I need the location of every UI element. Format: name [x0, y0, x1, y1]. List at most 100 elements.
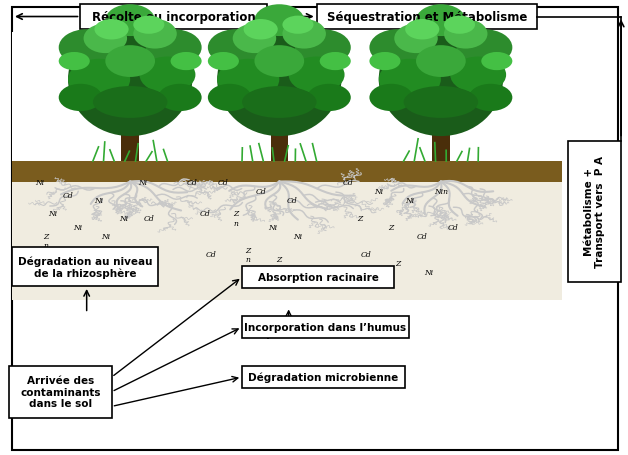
Ellipse shape — [416, 5, 466, 37]
Ellipse shape — [404, 87, 478, 119]
FancyBboxPatch shape — [242, 366, 405, 389]
Text: Z: Z — [357, 214, 363, 222]
Text: Métabolisme +
Transport vers  P A: Métabolisme + Transport vers P A — [584, 156, 605, 268]
Ellipse shape — [208, 53, 239, 71]
Ellipse shape — [146, 30, 202, 66]
FancyBboxPatch shape — [12, 162, 562, 182]
Ellipse shape — [242, 87, 317, 119]
Text: Z
n: Z n — [246, 246, 251, 263]
FancyBboxPatch shape — [271, 103, 288, 162]
Text: Ni: Ni — [107, 269, 116, 277]
FancyBboxPatch shape — [121, 103, 139, 162]
Ellipse shape — [289, 57, 345, 94]
FancyBboxPatch shape — [317, 5, 537, 30]
Ellipse shape — [379, 23, 503, 137]
Text: Z: Z — [389, 223, 394, 232]
Ellipse shape — [217, 23, 342, 137]
Ellipse shape — [283, 16, 313, 35]
Ellipse shape — [106, 5, 155, 37]
Ellipse shape — [68, 23, 192, 137]
Text: Ni: Ni — [82, 255, 91, 263]
FancyBboxPatch shape — [242, 266, 394, 289]
Text: Cd: Cd — [342, 178, 353, 186]
Ellipse shape — [158, 85, 202, 112]
Ellipse shape — [133, 16, 165, 35]
Ellipse shape — [481, 53, 512, 71]
Ellipse shape — [93, 87, 168, 119]
Ellipse shape — [283, 20, 326, 50]
Ellipse shape — [68, 60, 130, 101]
Text: Cd: Cd — [361, 251, 372, 259]
Text: Dégradation microbienne: Dégradation microbienne — [248, 372, 399, 383]
Text: Ni: Ni — [95, 196, 104, 204]
Ellipse shape — [58, 85, 102, 112]
Text: Dégradation au niveau
de la rhizosphère: Dégradation au niveau de la rhizosphère — [18, 256, 153, 278]
Text: Cd: Cd — [286, 196, 297, 204]
Ellipse shape — [244, 20, 278, 40]
Ellipse shape — [84, 25, 127, 54]
Text: Ni: Ni — [100, 233, 110, 241]
Ellipse shape — [133, 20, 176, 50]
Text: Ni: Ni — [374, 187, 383, 195]
FancyBboxPatch shape — [12, 182, 562, 300]
Ellipse shape — [208, 85, 251, 112]
Text: Ni: Ni — [119, 214, 129, 222]
Text: Ni: Ni — [36, 178, 45, 186]
Ellipse shape — [307, 85, 351, 112]
Text: Z: Z — [395, 260, 400, 268]
Text: Z
n: Z n — [44, 233, 49, 250]
Ellipse shape — [444, 16, 475, 35]
Ellipse shape — [254, 46, 304, 78]
FancyBboxPatch shape — [80, 5, 267, 30]
Text: Ni: Ni — [269, 223, 278, 232]
Text: Cd: Cd — [256, 187, 266, 195]
Text: Cd: Cd — [205, 251, 216, 259]
FancyBboxPatch shape — [242, 316, 409, 339]
Ellipse shape — [444, 20, 487, 50]
Text: Cd: Cd — [63, 192, 73, 200]
Text: Nin: Nin — [434, 187, 448, 195]
Text: Arrivée des
contaminants
dans le sol: Arrivée des contaminants dans le sol — [20, 375, 100, 409]
Text: Récolte ou incorporation: Récolte ou incorporation — [92, 11, 256, 24]
FancyBboxPatch shape — [12, 32, 562, 162]
Text: Z
n: Z n — [277, 255, 282, 273]
Ellipse shape — [254, 5, 304, 37]
Text: Ni: Ni — [424, 269, 433, 277]
Ellipse shape — [58, 30, 115, 66]
Text: Z
n: Z n — [233, 210, 239, 227]
Ellipse shape — [416, 46, 466, 78]
Ellipse shape — [106, 46, 155, 78]
Text: Cd: Cd — [199, 210, 210, 218]
Ellipse shape — [139, 57, 195, 94]
Text: Séquestration: Séquestration — [250, 327, 328, 338]
Ellipse shape — [457, 30, 512, 66]
Text: Séquestration et Métabolisme: Séquestration et Métabolisme — [327, 11, 527, 24]
Text: Ni: Ni — [138, 178, 147, 186]
Ellipse shape — [394, 25, 438, 54]
FancyBboxPatch shape — [9, 366, 112, 418]
Ellipse shape — [320, 53, 351, 71]
Ellipse shape — [379, 60, 441, 101]
Text: Absorption racinaire: Absorption racinaire — [257, 273, 379, 283]
Text: Cd: Cd — [448, 223, 458, 232]
FancyBboxPatch shape — [432, 103, 450, 162]
Text: Ni: Ni — [73, 223, 82, 232]
Ellipse shape — [469, 85, 512, 112]
Ellipse shape — [94, 20, 129, 40]
Ellipse shape — [208, 30, 264, 66]
Ellipse shape — [217, 60, 279, 101]
Text: Cd: Cd — [143, 214, 154, 222]
Text: Ni: Ni — [48, 210, 57, 218]
Text: Incorporation dans l’humus: Incorporation dans l’humus — [244, 322, 406, 332]
Text: Ni: Ni — [405, 196, 414, 204]
Ellipse shape — [369, 53, 401, 71]
Text: Cd: Cd — [417, 233, 428, 241]
FancyBboxPatch shape — [568, 142, 621, 282]
FancyBboxPatch shape — [12, 248, 158, 287]
Ellipse shape — [171, 53, 202, 71]
Text: Cd: Cd — [187, 178, 198, 186]
Text: Ni: Ni — [293, 233, 303, 241]
Text: Cd: Cd — [218, 178, 229, 186]
Text: Ni: Ni — [57, 251, 67, 259]
Ellipse shape — [58, 53, 90, 71]
